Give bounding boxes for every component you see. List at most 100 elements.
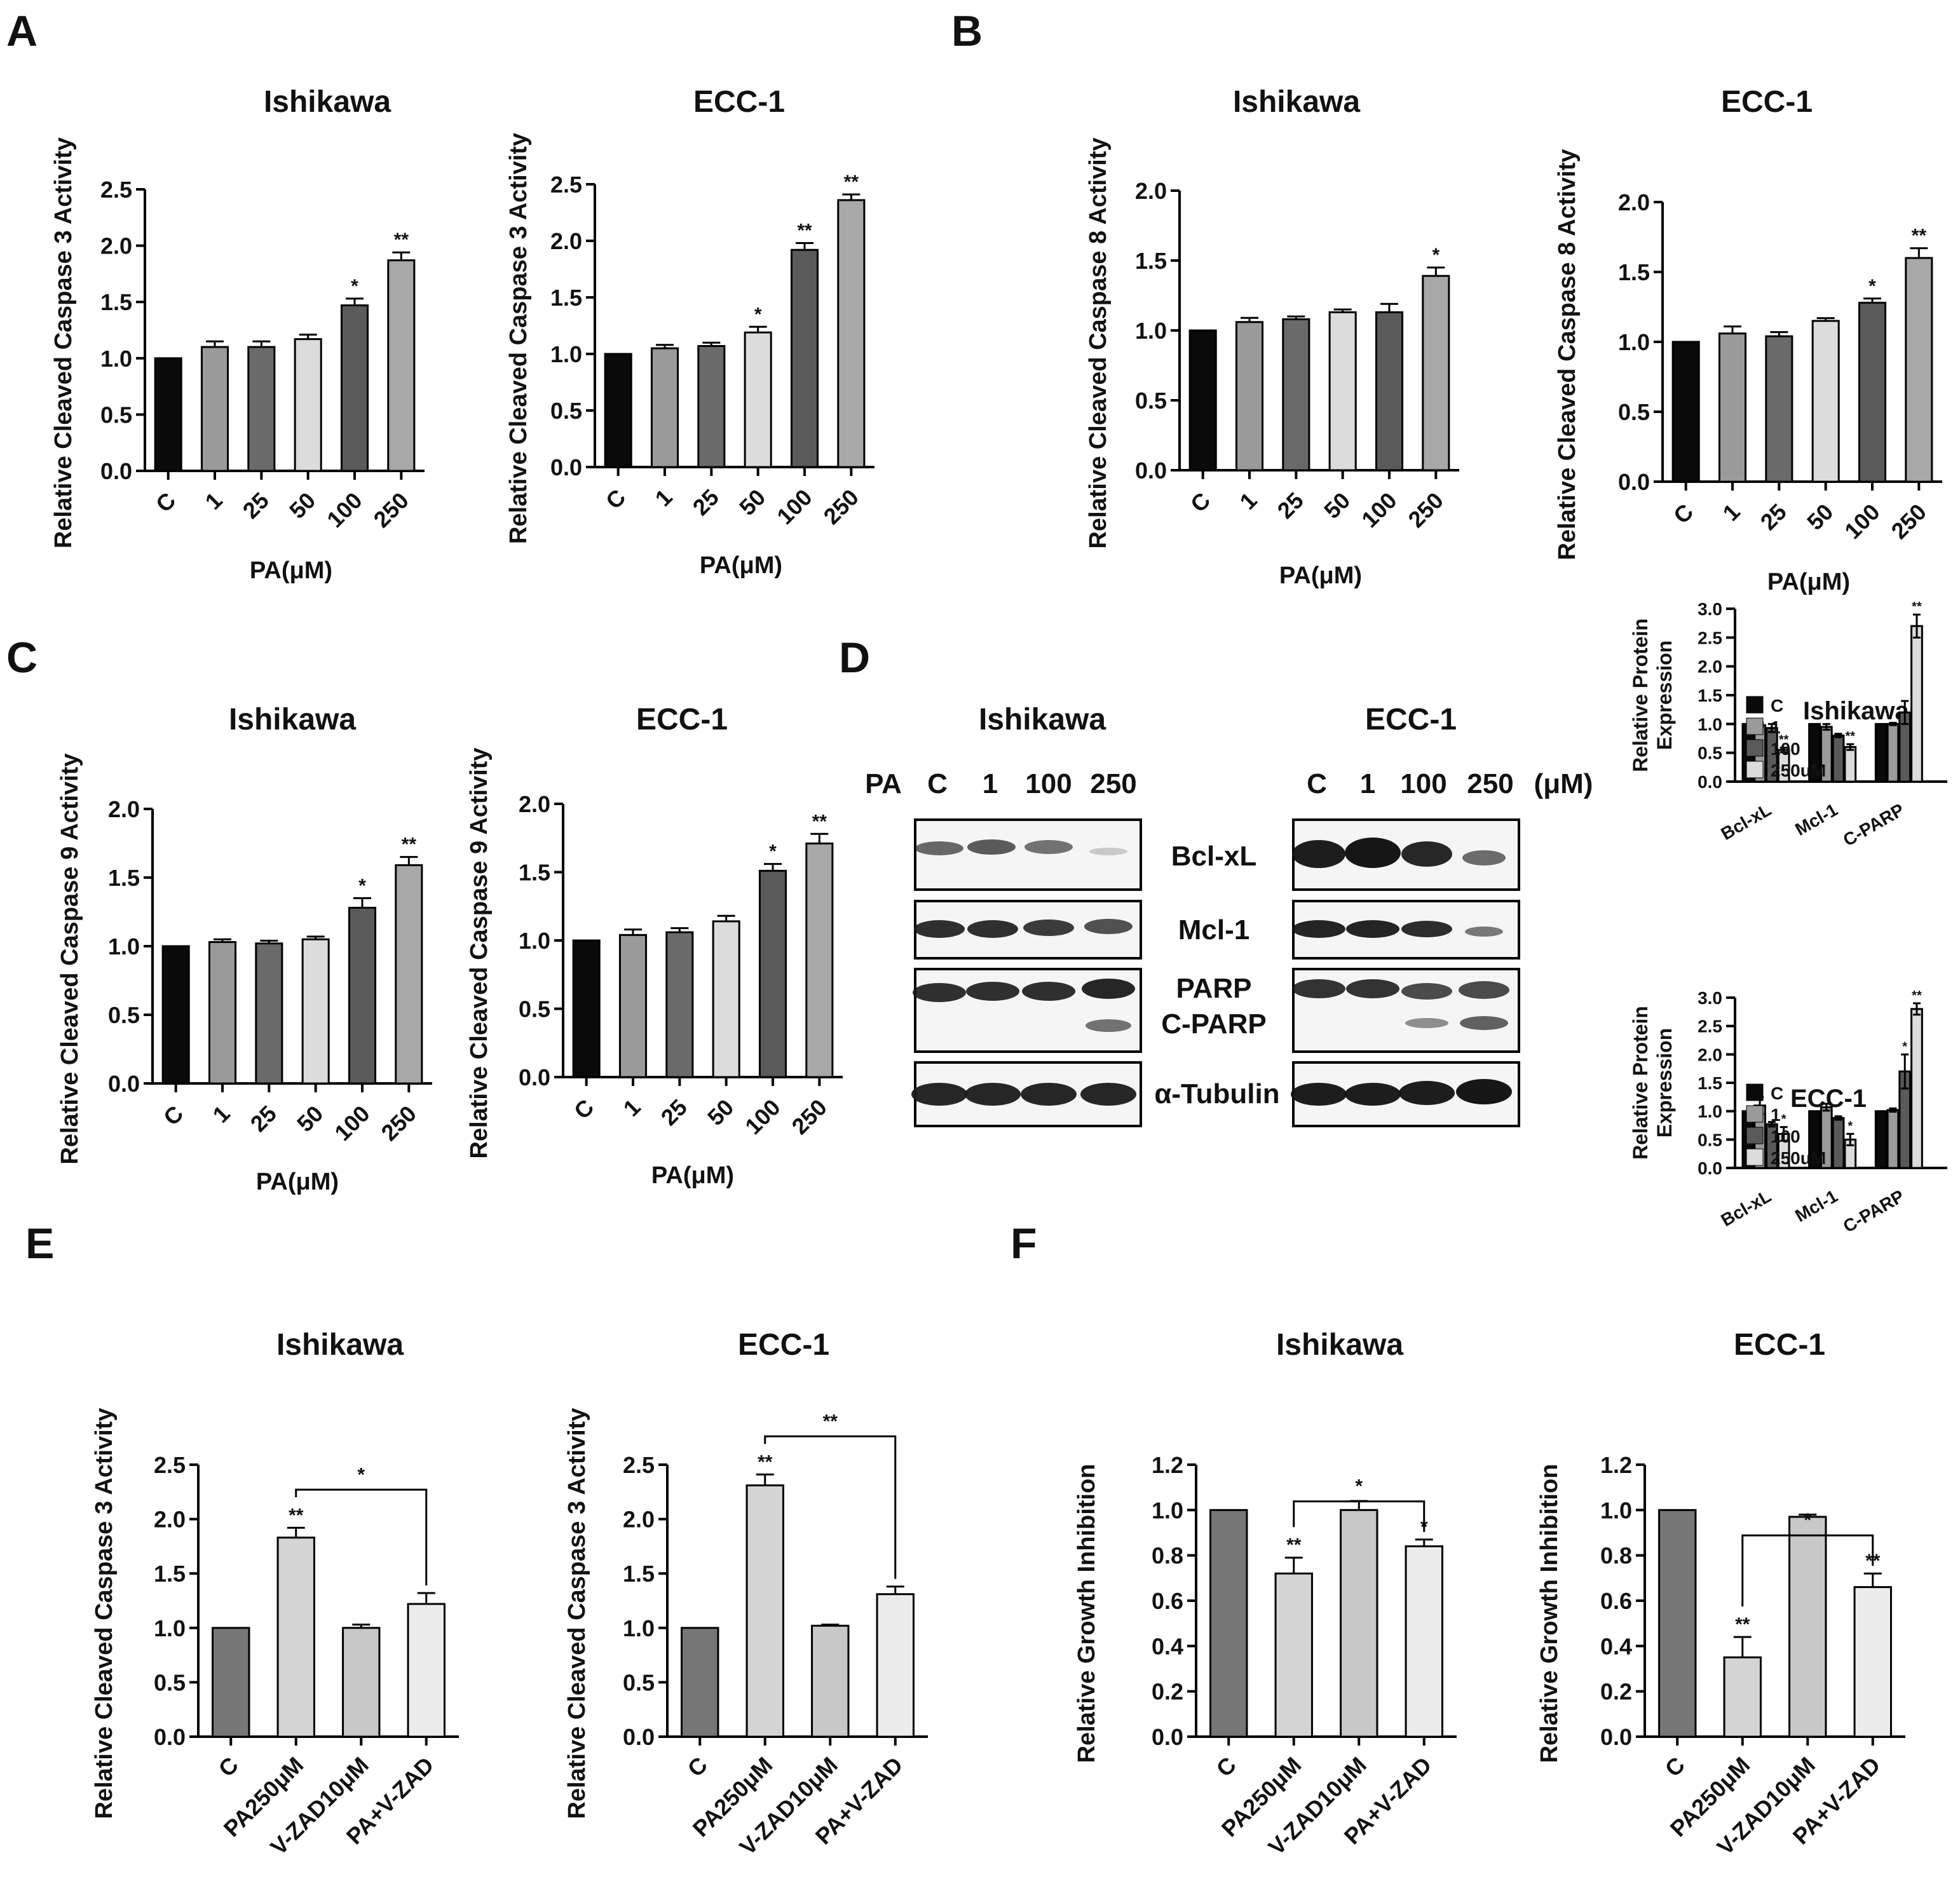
y-tick-label: 0.5 — [623, 1669, 655, 1695]
band — [1292, 979, 1345, 998]
significance-mark: * — [358, 875, 366, 896]
wb-lane-ish-c: C — [927, 768, 948, 799]
bar — [650, 347, 679, 468]
error-bar — [1846, 743, 1855, 751]
wb-title-ecc1: ECC-1 — [1365, 703, 1457, 736]
y-tick-label: 1.0 — [100, 346, 132, 372]
y-axis-label-line2: Expression — [1653, 641, 1676, 750]
significance-mark: * — [1848, 1119, 1853, 1133]
y-axis-label: Relative Cleaved Caspase 8 Activity — [1554, 149, 1581, 560]
bar — [301, 938, 330, 1085]
significance-bracket — [1741, 1534, 1874, 1607]
chart-title: ECC-1 — [636, 703, 728, 736]
y-tick-label: 0.2 — [1600, 1679, 1632, 1705]
bar — [1658, 1509, 1697, 1738]
band — [1291, 1083, 1347, 1106]
x-tick-label: 1 — [650, 484, 677, 512]
significance-mark: ** — [1845, 729, 1855, 743]
y-tick-label: 0.0 — [519, 1064, 550, 1090]
error-bar — [400, 856, 418, 865]
x-tick-label: Bcl-xL — [1717, 1186, 1774, 1230]
bar — [208, 941, 237, 1085]
error-bar — [1733, 1636, 1752, 1658]
bar — [1832, 734, 1845, 783]
x-tick-label: C — [158, 1101, 188, 1130]
y-tick-label: 2.5 — [100, 177, 132, 203]
wb-row-bclxl: Bcl-xL — [1171, 841, 1256, 872]
bar — [1788, 1516, 1827, 1738]
significance-mark: ** — [1735, 1614, 1750, 1635]
panel-letter-f: F — [1011, 1219, 1037, 1268]
wb-pa-label: PA — [865, 768, 902, 799]
y-tick-label: 1.5 — [519, 860, 550, 886]
band — [1346, 979, 1399, 998]
y-tick-label: 1.0 — [1698, 1102, 1722, 1122]
wb-ecc-bands — [1291, 838, 1512, 1106]
chart-title: Ishikawa — [229, 703, 356, 736]
x-tick-label: 25 — [238, 487, 274, 524]
y-tick-label: 2.0 — [108, 796, 140, 822]
bar — [1886, 723, 1900, 783]
error-bar — [1901, 700, 1909, 725]
error-bar — [1912, 613, 1921, 639]
chart-f-ecc1: ECC-1 Relative Growth Inhibition 0.0 0.2 0.4… — [1536, 1328, 1905, 1860]
bar — [212, 1627, 250, 1738]
y-tick-label: 0.0 — [1600, 1724, 1632, 1750]
y-axis-label: Relative Cleaved Caspase 3 Activity — [505, 133, 532, 544]
chart-f-ishikawa: Ishikawa Relative Growth Inhibition 0.0 0.2… — [1073, 1328, 1457, 1860]
y-tick-label: 0.5 — [154, 1669, 186, 1695]
significance-mark: ** — [1286, 1535, 1302, 1556]
significance-mark: * — [1781, 1113, 1786, 1127]
y-tick-label: 3.0 — [1698, 988, 1722, 1008]
y-tick-label: 1.5 — [1698, 686, 1722, 705]
y-tick-label: 0.5 — [1698, 1130, 1722, 1150]
x-tick-label: 50 — [292, 1101, 328, 1137]
significance-mark: ** — [402, 834, 417, 855]
x-axis-label: PA(μM) — [256, 1169, 339, 1195]
significance-mark: ** — [1912, 600, 1922, 614]
error-bar — [1350, 1500, 1368, 1510]
error-bar — [352, 1624, 371, 1628]
significance-mark: ** — [394, 229, 409, 250]
significance-bracket — [1293, 1500, 1426, 1532]
bar — [1844, 746, 1857, 783]
bar — [395, 864, 423, 1085]
y-tick-label: 1.0 — [1600, 1497, 1632, 1523]
band — [1401, 841, 1452, 867]
y-axis-label: Relative Protein — [1629, 1006, 1652, 1160]
error-bar — [287, 1526, 305, 1538]
chart-title: ECC-1 — [1734, 1328, 1825, 1362]
y-tick-label: 0.2 — [1152, 1679, 1183, 1705]
x-tick-label: 100 — [329, 1101, 374, 1146]
y-tick-label: 1.0 — [519, 928, 550, 954]
bar — [294, 338, 322, 472]
bar — [161, 945, 190, 1085]
wb-lane-ecc-1: 1 — [1360, 768, 1375, 799]
significance-mark: * — [754, 304, 762, 325]
significance-mark: ** — [844, 172, 859, 193]
significance-mark: * — [1868, 276, 1876, 297]
x-tick-label: Mcl-1 — [1792, 799, 1841, 839]
bar — [1188, 329, 1217, 472]
bar — [1874, 1110, 1888, 1169]
x-tick-label: 1 — [1235, 487, 1262, 515]
y-tick-label: 1.5 — [1618, 259, 1650, 285]
error-bar — [821, 1624, 840, 1626]
y-tick-label: 0.0 — [623, 1724, 655, 1750]
x-tick-label: C — [1668, 499, 1698, 529]
x-tick-label: 250 — [1886, 499, 1931, 544]
legend-label: C — [1771, 1083, 1783, 1103]
y-tick-label: 0.5 — [1618, 399, 1650, 425]
band — [1292, 920, 1345, 938]
error-bar — [1889, 1107, 1897, 1113]
y-tick-label: 2.5 — [550, 172, 582, 198]
y-axis-label: Relative Growth Inhibition — [1073, 1464, 1100, 1763]
significance-mark: ** — [797, 221, 812, 241]
bar — [1340, 1509, 1378, 1738]
y-tick-label: 1.5 — [1135, 248, 1167, 274]
error-bar — [1287, 315, 1305, 320]
bar — [618, 933, 648, 1078]
band — [1465, 926, 1503, 937]
bar — [837, 199, 866, 468]
